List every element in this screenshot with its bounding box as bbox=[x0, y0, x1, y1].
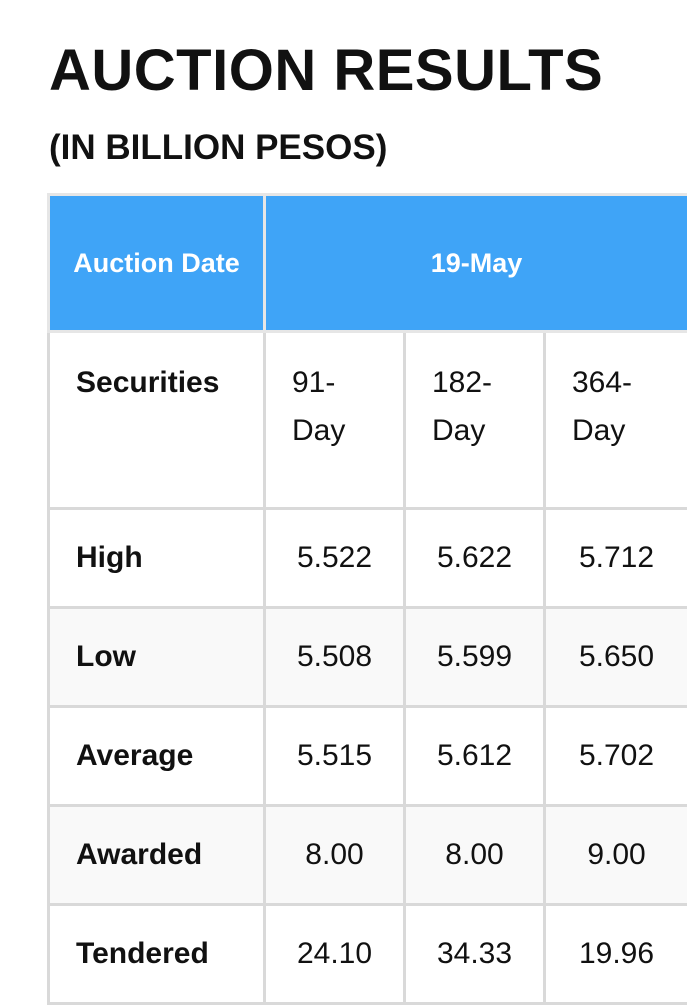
table-cell: 5.508 bbox=[265, 608, 405, 707]
table-cell: 8.00 bbox=[405, 806, 545, 905]
table-row: Awarded 8.00 8.00 9.00 bbox=[49, 806, 687, 905]
security-tenor: 364-Day bbox=[572, 359, 642, 455]
securities-cell: 91-Day bbox=[265, 332, 405, 509]
table-cell: 5.650 bbox=[545, 608, 687, 707]
table-header-row: Auction Date 19-May bbox=[49, 195, 687, 332]
row-label: Average bbox=[49, 707, 265, 806]
row-label: Tendered bbox=[49, 905, 265, 1004]
table-cell: 34.33 bbox=[405, 905, 545, 1004]
securities-cell: 364-Day bbox=[545, 332, 687, 509]
row-label: Securities bbox=[49, 332, 265, 509]
securities-cell: 182-Day bbox=[405, 332, 545, 509]
security-tenor: 182-Day bbox=[432, 359, 502, 455]
table-cell: 5.702 bbox=[545, 707, 687, 806]
auction-results-table: Auction Date 19-May Securities 91-Day 18… bbox=[47, 193, 687, 1005]
row-label: Low bbox=[49, 608, 265, 707]
auction-date-header: Auction Date bbox=[49, 195, 265, 332]
table-row: Low 5.508 5.599 5.650 bbox=[49, 608, 687, 707]
auction-results-table-container: Auction Date 19-May Securities 91-Day 18… bbox=[47, 193, 687, 1005]
table-cell: 5.622 bbox=[405, 509, 545, 608]
table-cell: 9.00 bbox=[545, 806, 687, 905]
table-row: High 5.522 5.622 5.712 bbox=[49, 509, 687, 608]
table-cell: 19.96 bbox=[545, 905, 687, 1004]
table-row: Tendered 24.10 34.33 19.96 bbox=[49, 905, 687, 1004]
table-cell: 24.10 bbox=[265, 905, 405, 1004]
table-cell: 5.515 bbox=[265, 707, 405, 806]
page-subtitle: (IN BILLION PESOS) bbox=[49, 127, 387, 169]
table-cell: 8.00 bbox=[265, 806, 405, 905]
row-label: Awarded bbox=[49, 806, 265, 905]
table-row: Average 5.515 5.612 5.702 bbox=[49, 707, 687, 806]
page-title: AUCTION RESULTS bbox=[49, 38, 603, 104]
table-cell: 5.612 bbox=[405, 707, 545, 806]
table-cell: 5.599 bbox=[405, 608, 545, 707]
row-label: High bbox=[49, 509, 265, 608]
securities-row: Securities 91-Day 182-Day 364-Day bbox=[49, 332, 687, 509]
table-cell: 5.712 bbox=[545, 509, 687, 608]
table-cell: 5.522 bbox=[265, 509, 405, 608]
auction-date-value: 19-May bbox=[265, 195, 687, 332]
security-tenor: 91-Day bbox=[292, 359, 362, 455]
